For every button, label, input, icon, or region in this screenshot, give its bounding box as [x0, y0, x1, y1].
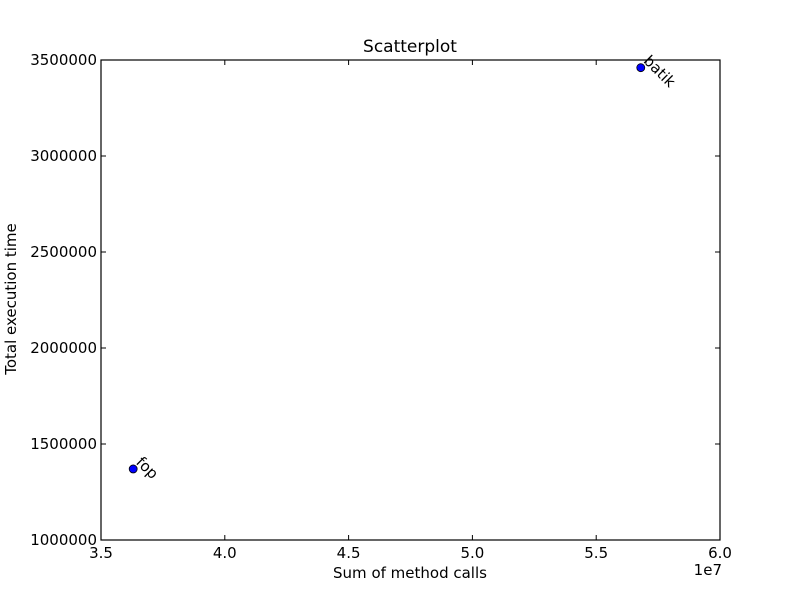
- y-tick-label: 3000000: [30, 147, 97, 165]
- chart-title: Scatterplot: [363, 37, 457, 57]
- y-tick-label: 2000000: [30, 339, 97, 357]
- x-axis-label: Sum of method calls: [333, 564, 487, 582]
- x-tick-label: 5.5: [584, 544, 608, 562]
- data-points: fop batik: [128, 52, 679, 483]
- y-axis-label: Total execution time: [2, 223, 20, 376]
- point-label-batik: batik: [640, 52, 679, 91]
- x-axis-ticks: 3.5 4.0 4.5 5.0 5.5 6.0: [89, 60, 732, 562]
- plot-frame: [100, 59, 721, 541]
- scatter-point-fop: [128, 464, 138, 474]
- y-tick-label: 1500000: [30, 435, 97, 453]
- point-label-fop: fop: [132, 453, 162, 483]
- y-tick-label: 3500000: [30, 51, 97, 69]
- y-axis-ticks: 1000000 1500000 2000000 2500000 3000000 35000…: [30, 51, 720, 549]
- x-tick-label: 5.0: [460, 544, 484, 562]
- scatter-point-batik: [636, 63, 646, 73]
- x-tick-label: 3.5: [89, 544, 113, 562]
- y-tick-label: 2500000: [30, 243, 97, 261]
- x-tick-label: 4.5: [337, 544, 361, 562]
- y-tick-label: 1000000: [30, 531, 97, 549]
- x-tick-label: 4.0: [213, 544, 237, 562]
- x-tick-label: 6.0: [708, 544, 732, 562]
- x-axis-offset-label: 1e7: [694, 561, 722, 579]
